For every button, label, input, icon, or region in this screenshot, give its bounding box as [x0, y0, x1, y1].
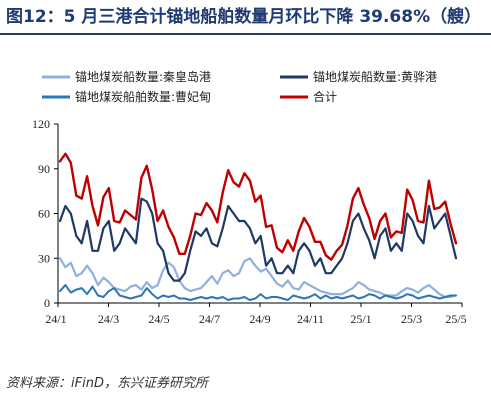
- series-line-huanghua: [58, 197, 458, 282]
- source-note: 资料来源：iFinD，东兴证券研究所: [6, 376, 208, 391]
- x-tick-label: 25/5: [445, 312, 466, 326]
- series-line-qinhuangdao: [58, 257, 458, 299]
- legend-label-qinhuangdao: 锚地煤炭船数量:秦皇岛港: [75, 69, 211, 84]
- y-tick-label: 30: [38, 251, 50, 265]
- y-tick-label: 90: [38, 162, 50, 176]
- x-tick-label: 24/3: [98, 312, 119, 326]
- legend-item-total: 合计: [280, 89, 337, 104]
- y-tick-label: 0: [44, 296, 50, 310]
- series-line-total: [58, 152, 458, 261]
- line-chart: 锚地煤炭船数量:秦皇岛港 锚地煤炭船数量:黄骅港 锚地煤炭船舶数量:曹妃甸 合计…: [32, 69, 467, 326]
- y-axis: 0 30 60 90 120: [32, 117, 59, 310]
- x-tick-label: 24/11: [297, 312, 324, 326]
- x-tick-label: 24/1: [45, 312, 66, 326]
- title-divider: [0, 33, 491, 35]
- legend: 锚地煤炭船数量:秦皇岛港 锚地煤炭船数量:黄骅港 锚地煤炭船舶数量:曹妃甸 合计: [42, 69, 437, 104]
- series-line-caofeidian: [59, 284, 457, 301]
- x-tick-label: 24/9: [249, 312, 270, 326]
- chart-title: 图12：5 月三港合计锚地船舶数量月环比下降 39.68%（艘）: [6, 7, 482, 27]
- x-tick-label: 25/1: [350, 312, 371, 326]
- x-tick-label: 25/3: [401, 312, 422, 326]
- legend-item-caofeidian: 锚地煤炭船舶数量:曹妃甸: [42, 89, 211, 104]
- legend-item-qinhuangdao: 锚地煤炭船数量:秦皇岛港: [42, 69, 211, 84]
- x-axis: 24/1 24/3 24/5 24/7 24/9 24/11 25/1 25/3 25/5: [45, 302, 467, 326]
- legend-item-huanghua: 锚地煤炭船数量:黄骅港: [280, 69, 437, 84]
- x-tick-label: 24/5: [148, 312, 169, 326]
- plot-lines: [58, 152, 458, 301]
- y-tick-label: 60: [38, 207, 50, 221]
- y-tick-label: 120: [32, 117, 50, 131]
- legend-label-huanghua: 锚地煤炭船数量:黄骅港: [313, 69, 437, 84]
- legend-label-caofeidian: 锚地煤炭船舶数量:曹妃甸: [75, 89, 211, 104]
- x-tick-label: 24/7: [199, 312, 220, 326]
- legend-label-total: 合计: [313, 89, 337, 104]
